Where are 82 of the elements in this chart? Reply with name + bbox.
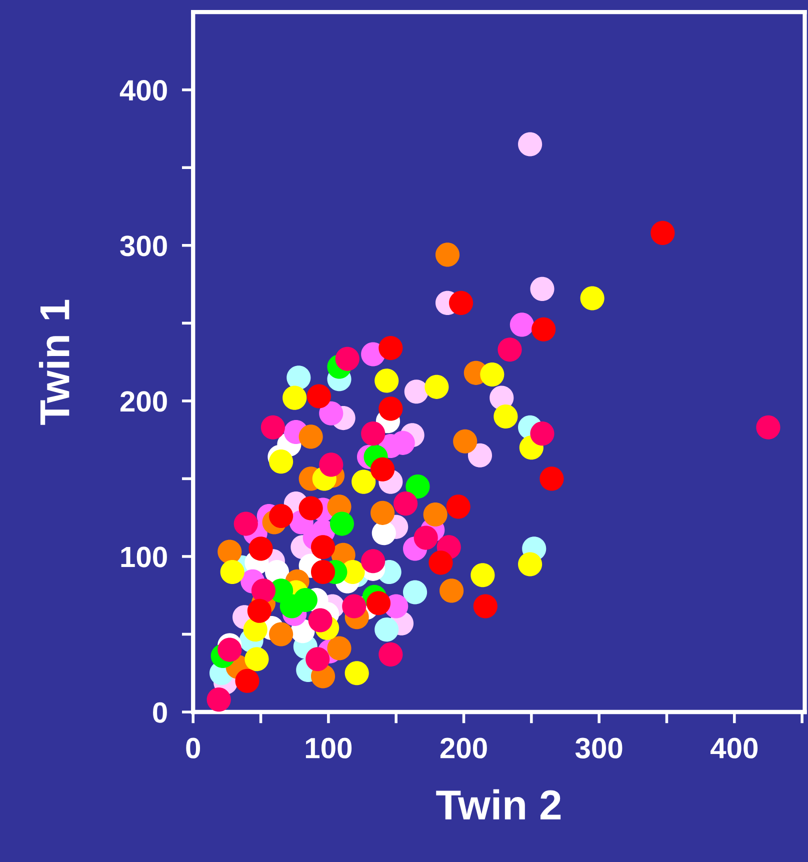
y-axis-title: Twin 1 [38,300,70,425]
point [330,512,354,536]
point [423,502,448,526]
point [370,500,395,525]
point [480,362,504,387]
point [498,338,522,362]
point [473,594,498,618]
point [428,550,453,575]
point [247,598,272,623]
point [220,560,244,584]
point [440,578,464,603]
point [378,396,403,421]
point [446,494,470,519]
point [468,443,492,468]
point [540,466,564,491]
point [378,642,403,666]
point [580,286,604,310]
point [518,552,542,576]
point [344,661,369,686]
y-tick-label: 100 [121,546,167,568]
point [370,457,395,482]
point [335,346,360,371]
x-tick-label: 0 [186,738,200,758]
point [206,688,231,712]
point [394,492,418,516]
point [244,647,269,672]
point [306,384,331,408]
point [298,496,323,520]
point [306,647,330,672]
point [532,317,556,342]
point [378,336,403,360]
x-tick-label: 200 [440,738,487,758]
point [453,429,478,454]
point [293,588,318,612]
point [319,401,344,426]
point [234,512,258,536]
x-tick-label: 400 [710,738,758,758]
x-tick-label: 300 [575,738,622,758]
point [286,366,311,390]
x-axis-title: Twin 2 [436,789,561,820]
y-tick-label: 400 [120,80,167,101]
y-tick-label: 200 [120,391,167,412]
point [248,536,273,561]
point [414,526,438,550]
point [319,452,344,477]
point [424,374,449,399]
point [530,422,554,446]
point [470,563,495,588]
point [494,404,518,429]
point [251,578,276,603]
point [530,276,554,301]
point [218,638,242,662]
point [269,450,294,474]
point [650,220,675,245]
point [310,560,336,584]
point [282,386,307,410]
point [518,132,542,156]
point [406,474,430,499]
point [756,415,780,440]
point [235,668,260,693]
point [361,549,386,574]
point [218,540,242,564]
point [308,608,332,632]
point [298,424,323,449]
point [510,312,534,337]
point [372,521,396,546]
point [269,504,294,528]
point [374,618,399,642]
point [435,242,460,267]
point [374,368,399,393]
y-tick-label: 0 [153,702,167,723]
point [269,622,294,646]
point [260,415,285,440]
y-tick-label: 300 [120,236,167,256]
point [403,580,428,604]
point [310,535,336,560]
x-tick-label: 100 [306,738,352,758]
point [352,470,376,494]
point [449,290,474,315]
point [361,422,386,446]
point [404,380,428,404]
point [327,636,352,660]
